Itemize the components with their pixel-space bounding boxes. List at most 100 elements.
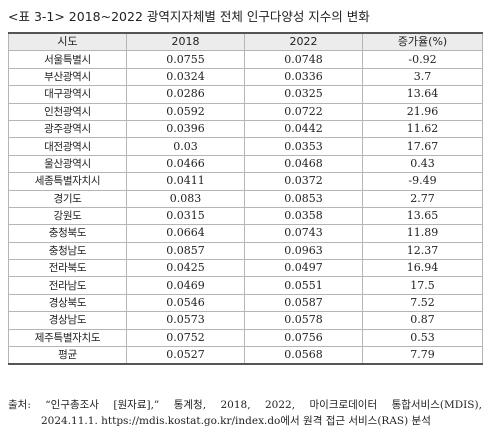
source-note: 출처: “인구총조사 [원자료],” 통계청, 2018, 2022, 마이크로데이터 통합서… [8, 397, 482, 429]
header-2022: 2022 [244, 32, 363, 52]
cell-growth-rate: 13.64 [362, 85, 483, 104]
cell-growth-rate: 2.77 [362, 189, 483, 208]
table-row: 경상남도 0.0573 0.0578 0.87 [8, 311, 483, 330]
source-word: 마이크로데이터 [309, 399, 378, 411]
cell-growth-rate: 11.89 [362, 224, 483, 243]
cell-2018: 0.0664 [126, 224, 245, 243]
cell-2018: 0.0466 [126, 154, 245, 174]
cell-2018: 0.0315 [126, 206, 245, 226]
source-line-1: 출처: “인구총조사 [원자료],” 통계청, 2018, 2022, 마이크로데이터 통합서… [8, 397, 482, 413]
cell-2022: 0.0468 [244, 154, 363, 174]
cell-region: 충청남도 [8, 241, 127, 261]
cell-2018: 0.0573 [126, 311, 245, 330]
header-region: 시도 [8, 32, 127, 52]
cell-2022: 0.0325 [244, 85, 363, 104]
cell-2022: 0.0743 [244, 224, 363, 243]
cell-2018: 0.0527 [126, 346, 245, 365]
cell-2018: 0.0396 [126, 119, 245, 139]
cell-2022: 0.0578 [244, 311, 363, 330]
cell-growth-rate: 17.5 [362, 276, 483, 295]
cell-growth-rate: 7.52 [362, 293, 483, 313]
cell-2022: 0.0358 [244, 206, 363, 226]
cell-region: 세종특별자치시 [8, 172, 127, 191]
cell-2018: 0.0324 [126, 67, 245, 87]
cell-growth-rate: 13.65 [362, 206, 483, 226]
cell-region: 대구광역시 [8, 85, 127, 104]
cell-region: 경상남도 [8, 311, 127, 330]
table-row: 울산광역시 0.0466 0.0468 0.43 [8, 154, 483, 174]
cell-2018: 0.083 [126, 189, 245, 208]
table-row: 전라북도 0.0425 0.0497 16.94 [8, 259, 483, 278]
cell-region: 울산광역시 [8, 154, 127, 174]
cell-2022: 0.0551 [244, 276, 363, 295]
table-row: 부산광역시 0.0324 0.0336 3.7 [8, 67, 483, 87]
cell-2022: 0.0587 [244, 293, 363, 313]
source-word: 통계청, [173, 399, 207, 411]
cell-region: 광주광역시 [8, 119, 127, 139]
cell-region: 충청북도 [8, 224, 127, 243]
diversity-index-table: 시도 2018 2022 증가율(%) 서울특별시 0.0755 0.0748 -0.… [8, 32, 483, 365]
source-word: “인구총조사 [45, 399, 99, 411]
source-word: 통합서비스(MDIS), [391, 399, 482, 411]
cell-region: 전라남도 [8, 276, 127, 295]
table-header-row: 시도 2018 2022 증가율(%) [8, 32, 483, 52]
table-row: 충청남도 0.0857 0.0963 12.37 [8, 241, 483, 261]
cell-region: 대전광역시 [8, 137, 127, 156]
table-row: 대구광역시 0.0286 0.0325 13.64 [8, 85, 483, 104]
table-row: 평균 0.0527 0.0568 7.79 [8, 346, 483, 365]
cell-region: 평균 [8, 346, 127, 365]
cell-growth-rate: 3.7 [362, 67, 483, 87]
data-table-container: 시도 2018 2022 증가율(%) 서울특별시 0.0755 0.0748 -0.… [8, 32, 483, 365]
cell-2022: 0.0372 [244, 172, 363, 191]
table-row: 제주특별자치도 0.0752 0.0756 0.53 [8, 328, 483, 348]
table-row: 강원도 0.0315 0.0358 13.65 [8, 206, 483, 226]
cell-2022: 0.0336 [244, 67, 363, 87]
cell-growth-rate: 11.62 [362, 119, 483, 139]
cell-growth-rate: 21.96 [362, 102, 483, 121]
cell-2022: 0.0963 [244, 241, 363, 261]
source-word: 2018, [220, 399, 251, 411]
table-row: 전라남도 0.0469 0.0551 17.5 [8, 276, 483, 295]
table-row: 충청북도 0.0664 0.0743 11.89 [8, 224, 483, 243]
table-row: 광주광역시 0.0396 0.0442 11.62 [8, 119, 483, 139]
cell-growth-rate: 0.43 [362, 154, 483, 174]
table-body: 서울특별시 0.0755 0.0748 -0.92 부산광역시 0.0324 0.0336 3… [8, 50, 483, 365]
source-word: 출처: [8, 399, 31, 411]
cell-region: 부산광역시 [8, 67, 127, 87]
cell-2018: 0.0546 [126, 293, 245, 313]
table-row: 서울특별시 0.0755 0.0748 -0.92 [8, 50, 483, 69]
cell-growth-rate: -0.92 [362, 50, 483, 69]
source-line-2: 2024.11.1. https://mdis.kostat.go.kr/ind… [41, 415, 431, 427]
cell-region: 서울특별시 [8, 50, 127, 69]
cell-2022: 0.0568 [244, 346, 363, 365]
cell-2018: 0.0286 [126, 85, 245, 104]
cell-region: 전라북도 [8, 259, 127, 278]
cell-region: 경상북도 [8, 293, 127, 313]
cell-region: 경기도 [8, 189, 127, 208]
cell-2018: 0.0592 [126, 102, 245, 121]
cell-2022: 0.0748 [244, 50, 363, 69]
cell-2018: 0.0411 [126, 172, 245, 191]
cell-2018: 0.0755 [126, 50, 245, 69]
cell-growth-rate: 0.87 [362, 311, 483, 330]
cell-2022: 0.0853 [244, 189, 363, 208]
source-word: 2022, [265, 399, 296, 411]
header-growth-rate: 증가율(%) [362, 32, 483, 52]
cell-region: 강원도 [8, 206, 127, 226]
table-title: <표 3-1> 2018~2022 광역지자체별 전체 인구다양성 지수의 변화 [8, 9, 370, 24]
cell-growth-rate: -9.49 [362, 172, 483, 191]
table-row: 인천광역시 0.0592 0.0722 21.96 [8, 102, 483, 121]
cell-2018: 0.03 [126, 137, 245, 156]
table-row: 경상북도 0.0546 0.0587 7.52 [8, 293, 483, 313]
cell-2022: 0.0353 [244, 137, 363, 156]
cell-2022: 0.0442 [244, 119, 363, 139]
cell-growth-rate: 0.53 [362, 328, 483, 348]
cell-region: 제주특별자치도 [8, 328, 127, 348]
table-row: 대전광역시 0.03 0.0353 17.67 [8, 137, 483, 156]
header-2018: 2018 [126, 32, 245, 52]
cell-2018: 0.0469 [126, 276, 245, 295]
table-row: 세종특별자치시 0.0411 0.0372 -9.49 [8, 172, 483, 191]
cell-2022: 0.0722 [244, 102, 363, 121]
cell-region: 인천광역시 [8, 102, 127, 121]
cell-2018: 0.0425 [126, 259, 245, 278]
